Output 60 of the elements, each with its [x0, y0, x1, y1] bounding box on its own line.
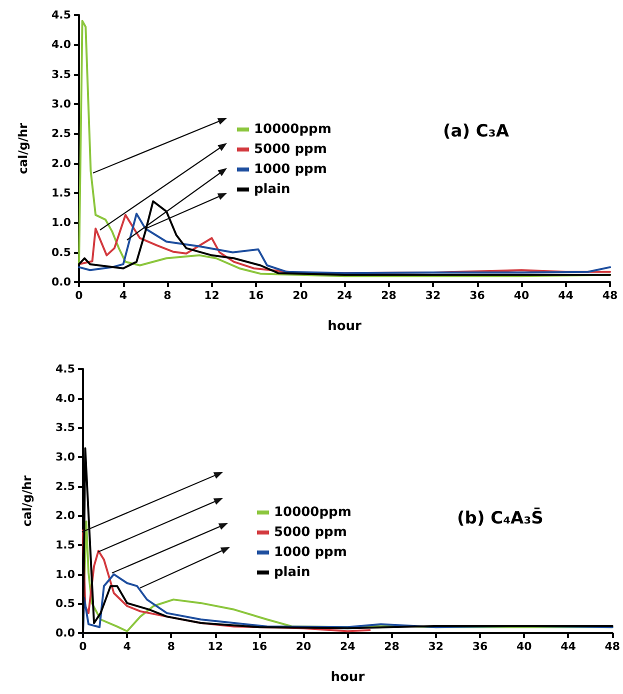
y-tick-label: 4.0 [56, 392, 76, 405]
x-tick-label: 44 [558, 289, 574, 302]
x-tick-label: 4 [123, 640, 132, 653]
y-tick-label: 4.5 [52, 8, 71, 22]
y-tick-label: 2.0 [56, 509, 76, 522]
x-tick-label: 20 [296, 640, 312, 653]
legend-label: plain [274, 565, 310, 580]
y-tick-label: 4.5 [56, 362, 75, 376]
x-tick-label: 12 [208, 640, 223, 653]
y-tick-label: 3.5 [52, 68, 71, 81]
y-axis-title: cal/g/hr [20, 475, 34, 527]
x-tick-label: 16 [248, 289, 264, 302]
x-axis-title: hour [330, 670, 366, 685]
y-tick-label: 1.0 [56, 568, 76, 581]
x-tick-label: 24 [340, 640, 356, 653]
x-tick-label: 44 [560, 640, 576, 653]
y-tick-label: 4.0 [52, 38, 72, 52]
x-tick-label: 0 [79, 640, 88, 653]
text: (b) C₄A₃S̄ [457, 507, 544, 528]
x-tick-label: 8 [164, 289, 172, 302]
legend-label: 10000ppm [254, 122, 332, 137]
x-tick-label: 32 [425, 289, 441, 302]
x-tick-label: 28 [381, 289, 396, 302]
legend-label: 10000ppm [274, 505, 352, 520]
x-tick-label: 28 [384, 640, 400, 653]
x-tick-label: 48 [604, 640, 620, 653]
legend-label: 5000 ppm [274, 525, 347, 540]
legend-label: 5000 ppm [254, 142, 327, 157]
y-tick-label: 2.5 [52, 127, 71, 140]
legend-label: plain [254, 182, 290, 197]
x-tick-label: 36 [470, 289, 486, 302]
x-tick-label: 24 [336, 289, 352, 302]
y-axis-title: cal/g/hr [16, 122, 30, 174]
x-tick-label: 4 [119, 289, 128, 302]
legend-label: 1000 ppm [254, 162, 327, 177]
y-tick-label: 1.5 [56, 538, 75, 552]
x-tick-label: 16 [252, 640, 268, 653]
x-tick-label: 0 [75, 289, 84, 302]
x-tick-label: 20 [292, 289, 308, 302]
x-tick-label: 48 [602, 289, 618, 302]
x-axis-title: hour [328, 319, 362, 334]
y-tick-label: 0.0 [56, 626, 76, 640]
y-tick-label: 0.5 [56, 597, 75, 610]
y-tick-label: 1.0 [52, 216, 72, 230]
x-tick-label: 36 [472, 640, 488, 653]
y-tick-label: 1.5 [52, 186, 71, 200]
x-tick-label: 8 [167, 640, 176, 653]
y-tick-label: 0.0 [52, 276, 72, 288]
y-tick-label: 2.5 [56, 480, 75, 493]
y-tick-label: 2.0 [52, 156, 72, 170]
x-tick-label: 32 [428, 640, 444, 653]
text: (a) C₃A [443, 122, 510, 142]
legend-label: 1000 ppm [274, 545, 347, 560]
y-tick-label: 3.5 [56, 421, 75, 434]
x-tick-label: 40 [516, 640, 532, 653]
x-tick-label: 12 [204, 289, 220, 302]
y-tick-label: 3.0 [56, 450, 76, 464]
y-tick-label: 0.5 [52, 246, 71, 259]
x-tick-label: 40 [514, 289, 530, 302]
y-tick-label: 3.0 [52, 98, 72, 110]
